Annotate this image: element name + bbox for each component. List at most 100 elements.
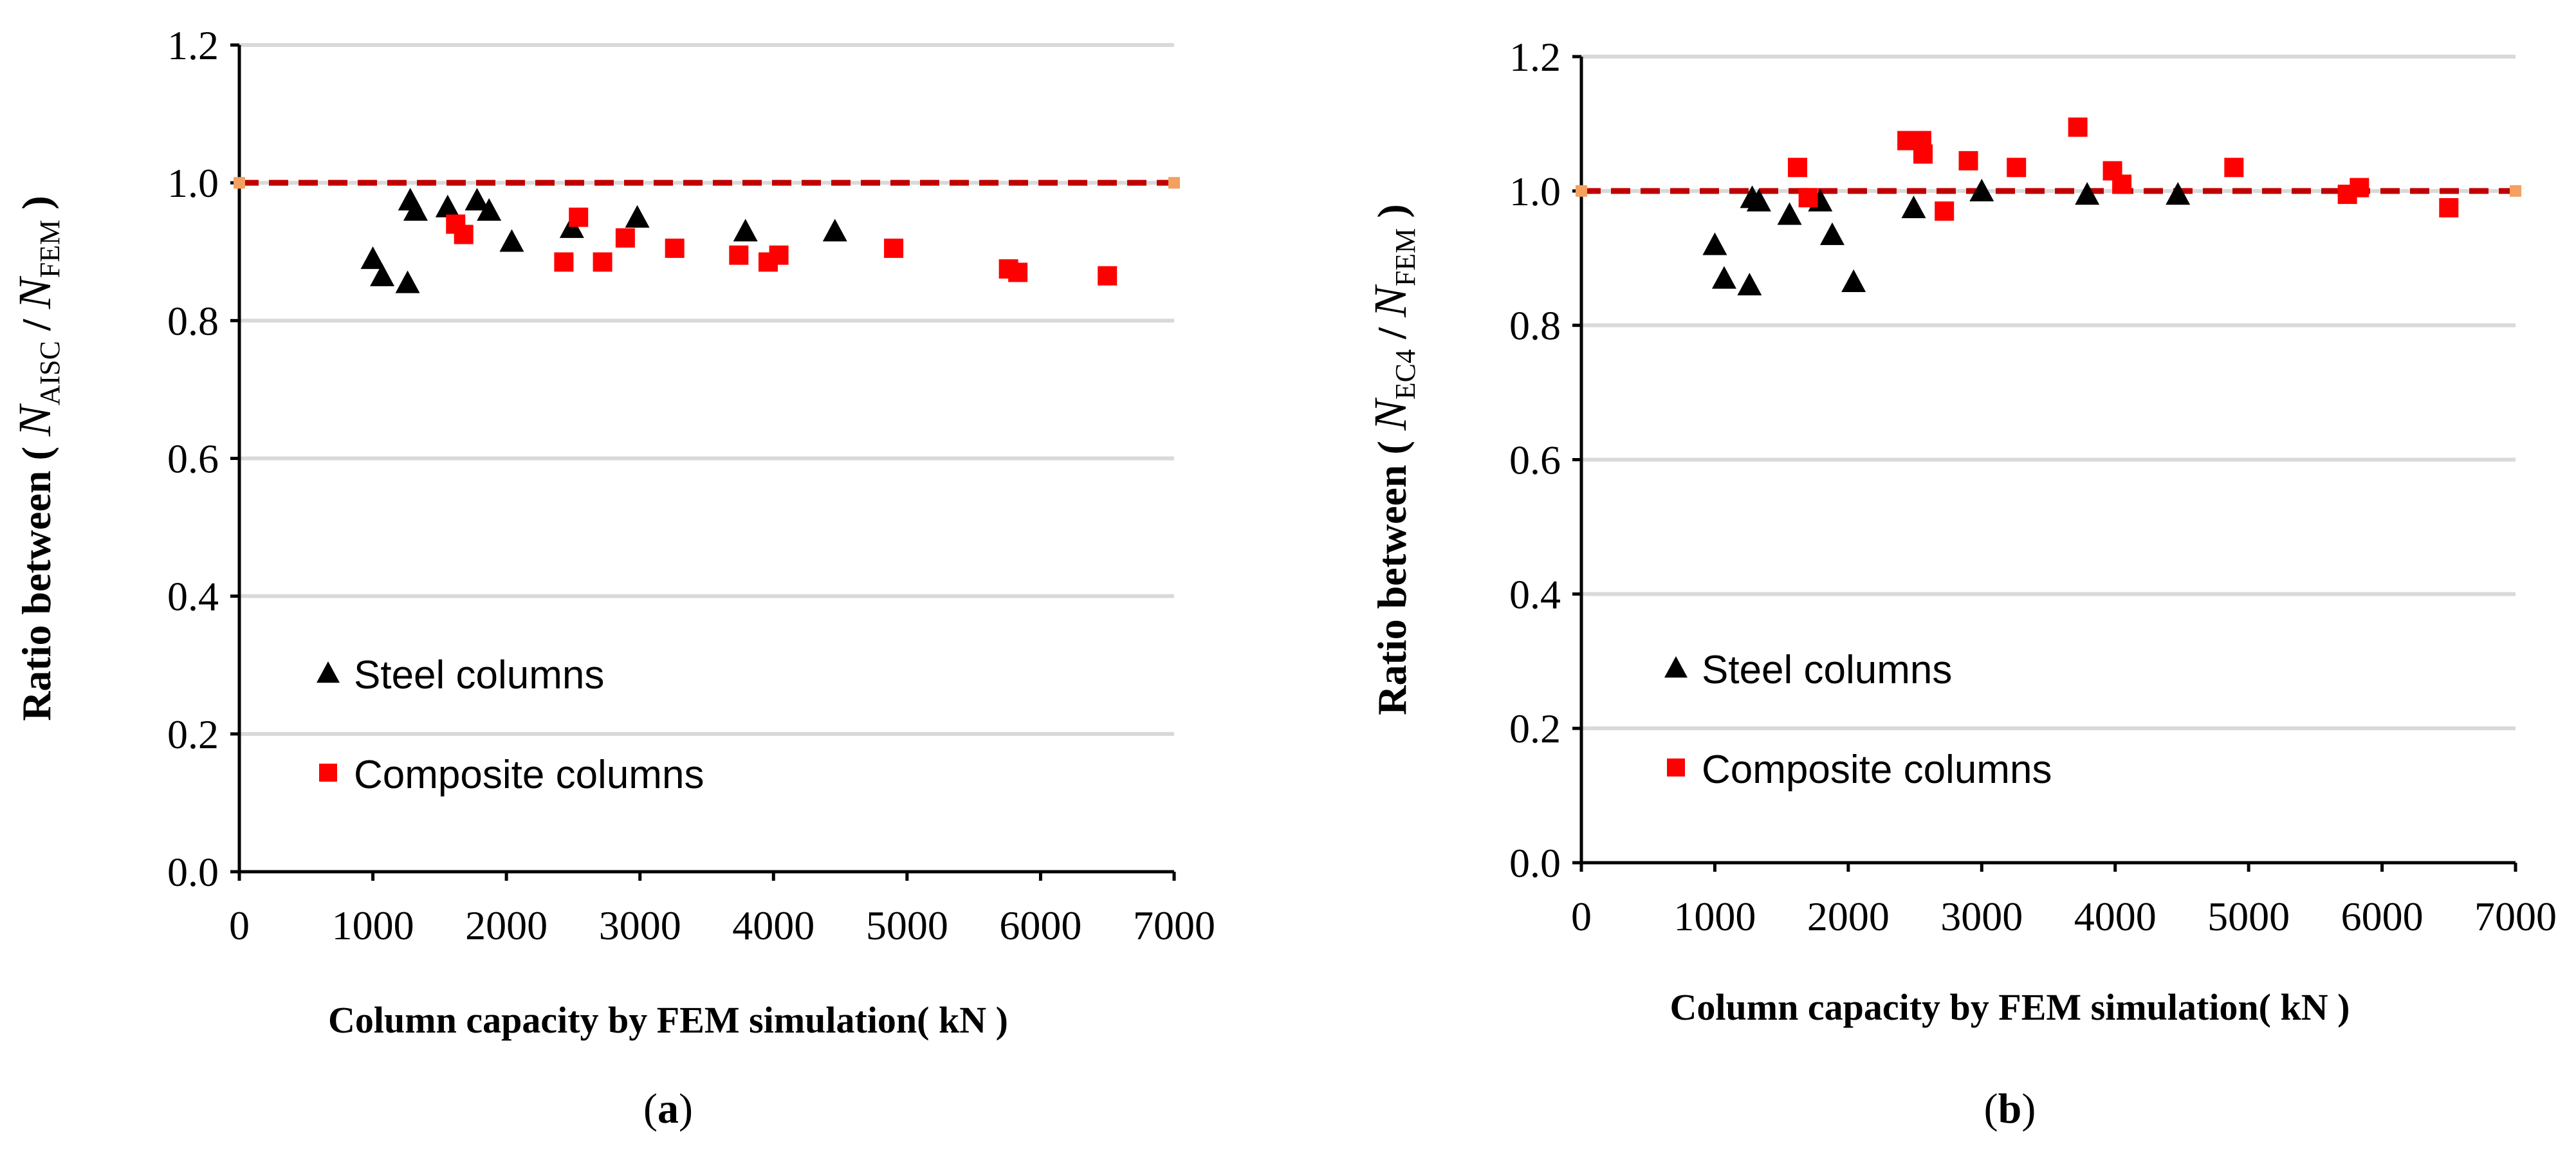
panel-b-y-tick-label: 0.4 — [1509, 571, 1561, 617]
panel-a-y-axis-label-part: N — [9, 275, 60, 309]
panel-b-steel-data-point — [1737, 273, 1762, 296]
panel-a-y-tick-label: 1.2 — [167, 23, 219, 68]
panel-b-steel-data-point — [1777, 202, 1802, 225]
panel-a-steel-data-point — [499, 229, 524, 252]
panel-a-y-axis-label: Ratio between ( NAISC / NFEM ) — [9, 196, 66, 721]
panel-a-steel-data-point — [370, 263, 395, 286]
panel-b-x-tick-label: 5000 — [2207, 894, 2290, 939]
panel-a-x-tick-label: 7000 — [1133, 903, 1215, 948]
panel-b-steel-data-point — [1746, 188, 1771, 212]
panel-b-steel-data-point — [1711, 266, 1736, 289]
panel-b-steel-data-point — [1901, 195, 1926, 219]
panel-a-y-axis-label-part: N — [9, 403, 60, 437]
panel-a-steel-data-point — [625, 205, 650, 228]
panel-a-steel-data-point — [395, 270, 420, 293]
panel-b-composite-data-point — [2439, 198, 2459, 217]
panel-a-composite-data-point — [729, 245, 749, 265]
panel-b-x-tick-label: 0 — [1571, 894, 1592, 939]
panel-a-composite-data-point — [615, 228, 635, 248]
panel-b-x-tick-label: 7000 — [2474, 894, 2557, 939]
panel-a-composite-data-point — [454, 225, 474, 244]
panel-b-caption-part: ) — [2021, 1085, 2036, 1132]
panel-a-steel-data-point — [435, 194, 460, 217]
panel-a-y-axis-label-part: Ratio between ( — [14, 436, 59, 721]
panel-a-y-tick-label: 0.4 — [167, 574, 219, 620]
panel-a-y-axis-label-part: FEM — [34, 220, 66, 278]
panel-b-composite-data-point — [2007, 158, 2027, 178]
chart-panel-b: 0.0 0.2 0.4 0.6 0.8 1.0 1.2 0 1000 2000 3000 4000 50… — [1365, 34, 2557, 1132]
panel-a-steel-data-point — [822, 219, 847, 242]
panel-a-composite-data-point — [884, 238, 904, 258]
panel-a-x-tick-label: 0 — [229, 903, 250, 948]
panel-b-reference-line-end-marker — [2510, 185, 2521, 197]
panel-b-caption-part: b — [1998, 1085, 2022, 1132]
panel-a-y-tick-label: 0.6 — [167, 436, 219, 482]
panel-b-y-axis-label-part: N — [1365, 397, 1416, 431]
panel-b-legend-steel-label: Steel columns — [1702, 648, 1952, 692]
panel-b-composite-data-point — [1935, 201, 1955, 221]
panel-a-x-tick-label: 3000 — [599, 903, 681, 948]
panel-b-y-axis-label-part: EC4 — [1390, 349, 1421, 400]
panel-b-legend-steel-marker — [1664, 656, 1688, 678]
panel-a-legend-composite-label: Composite columns — [354, 753, 704, 797]
panel-a-y-tick-label: 1.0 — [167, 160, 219, 206]
panel-b-caption: (b) — [1984, 1085, 2036, 1132]
panel-a-x-axis-label: Column capacity by FEM simulation( kN ) — [328, 999, 1008, 1041]
panel-a-y-tick-label: 0.0 — [167, 849, 219, 895]
panel-b-y-axis-label-part: FEM — [1390, 228, 1421, 286]
chart-panel-a: 0.0 0.2 0.4 0.6 0.8 1.0 1.2 0 1000 2000 3000 4000 50… — [9, 23, 1215, 1132]
panel-b-steel-data-point — [2166, 182, 2191, 205]
panel-b-composite-data-point — [1788, 158, 1808, 178]
panel-a-composite-data-point — [593, 252, 612, 272]
panel-b-y-tick-label: 0.2 — [1509, 706, 1561, 751]
panel-b-composite-data-point — [1913, 144, 1933, 164]
panel-a-composite-data-point — [769, 245, 789, 265]
panel-a-caption-part: ( — [643, 1085, 658, 1132]
panel-b-composite-data-point — [2350, 178, 2369, 198]
panel-a-steel-data-point — [733, 219, 758, 242]
panel-b-composite-data-point — [1798, 188, 1818, 208]
panel-a-x-tick-label: 1000 — [332, 903, 414, 948]
panel-b-y-axis-label-part: ) — [1369, 204, 1415, 228]
panel-a-x-tick-label: 2000 — [465, 903, 547, 948]
panel-b-steel-data-point — [2075, 182, 2100, 205]
panel-b-steel-data-point — [1841, 269, 1866, 292]
panel-a-steel-data-point — [465, 187, 490, 211]
panel-a-legend-steel-marker — [317, 661, 340, 683]
panel-b-x-tick-label: 6000 — [2341, 894, 2424, 939]
panel-b-reference-line-end-marker — [1576, 185, 1587, 197]
panel-b-caption-part: ( — [1984, 1085, 1998, 1132]
panel-a-steel-data-point — [403, 198, 428, 221]
panel-b-x-tick-label: 1000 — [1673, 894, 1756, 939]
panel-a-legend-steel-label: Steel columns — [354, 653, 604, 697]
panel-b-composite-data-point — [1958, 151, 1978, 170]
panel-a-x-tick-label: 4000 — [732, 903, 814, 948]
panel-b-y-tick-label: 1.2 — [1509, 34, 1561, 80]
panel-a-x-tick-label: 5000 — [866, 903, 948, 948]
panel-a-reference-line-end-marker — [234, 177, 245, 189]
panel-b-y-tick-label: 1.0 — [1509, 169, 1561, 214]
panel-a-x-tick-label: 6000 — [999, 903, 1081, 948]
panel-b-legend-composite-marker — [1667, 758, 1685, 777]
panel-a-caption-part: ) — [679, 1085, 693, 1132]
panel-b-composite-data-point — [2224, 158, 2244, 178]
panel-b-y-axis-label-part: / — [1369, 317, 1415, 349]
panel-a-y-axis-label-part: / — [14, 309, 59, 341]
panel-b-y-tick-label: 0.6 — [1509, 437, 1561, 483]
panel-b-y-tick-label: 0.8 — [1509, 303, 1561, 349]
panel-b-legend-composite-label: Composite columns — [1702, 748, 2052, 792]
panel-a-composite-data-point — [1098, 266, 1118, 286]
panel-b-steel-data-point — [1702, 232, 1727, 255]
panel-b-composite-data-point — [2068, 117, 2088, 137]
panel-a-legend-composite-marker — [319, 764, 337, 782]
panel-a-composite-data-point — [665, 238, 685, 258]
panel-a-y-axis-label-part: AISC — [34, 341, 66, 405]
panel-b-steel-data-point — [1819, 222, 1845, 245]
panel-b-x-tick-label: 2000 — [1807, 894, 1890, 939]
panel-a-caption-part: a — [658, 1085, 679, 1132]
panel-b-x-tick-label: 4000 — [2074, 894, 2157, 939]
panel-b-y-tick-label: 0.0 — [1509, 840, 1561, 886]
panel-a-caption: (a) — [643, 1085, 693, 1132]
panel-a-composite-data-point — [554, 252, 574, 272]
